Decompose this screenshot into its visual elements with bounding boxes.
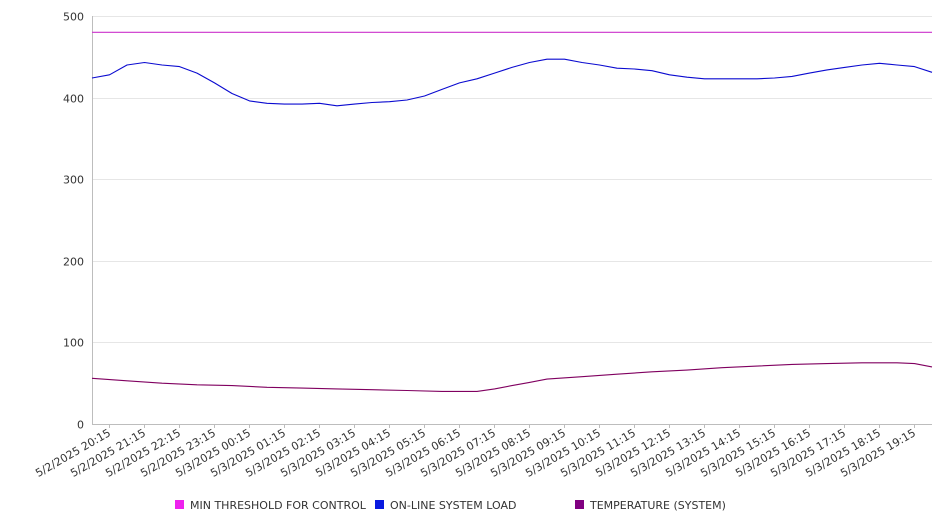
legend-label: TEMPERATURE (SYSTEM) [589, 499, 726, 512]
gridlines [92, 16, 932, 343]
y-tick-label: 400 [63, 93, 84, 106]
legend-label: ON-LINE SYSTEM LOAD [390, 499, 516, 512]
x-tick-labels: 5/2/2025 20:155/2/2025 21:155/2/2025 22:… [33, 426, 918, 480]
legend: MIN THRESHOLD FOR CONTROL ON-LINE SYSTEM … [175, 499, 726, 512]
legend-swatch [375, 500, 384, 509]
series-line-2 [91, 58, 933, 107]
y-tick-label: 500 [63, 11, 84, 24]
y-tick-label: 300 [63, 174, 84, 187]
series-line-3 [91, 362, 933, 392]
y-tick-label: 200 [63, 256, 84, 269]
y-tick-label: 100 [63, 337, 84, 350]
y-tick-labels: 0 100 200 300 400 500 [63, 11, 84, 432]
legend-swatch [575, 500, 584, 509]
legend-swatch [175, 500, 184, 509]
legend-label: MIN THRESHOLD FOR CONTROL [190, 499, 367, 512]
axes [92, 16, 932, 428]
series-lines [91, 31, 933, 392]
y-tick-label: 0 [77, 419, 84, 432]
